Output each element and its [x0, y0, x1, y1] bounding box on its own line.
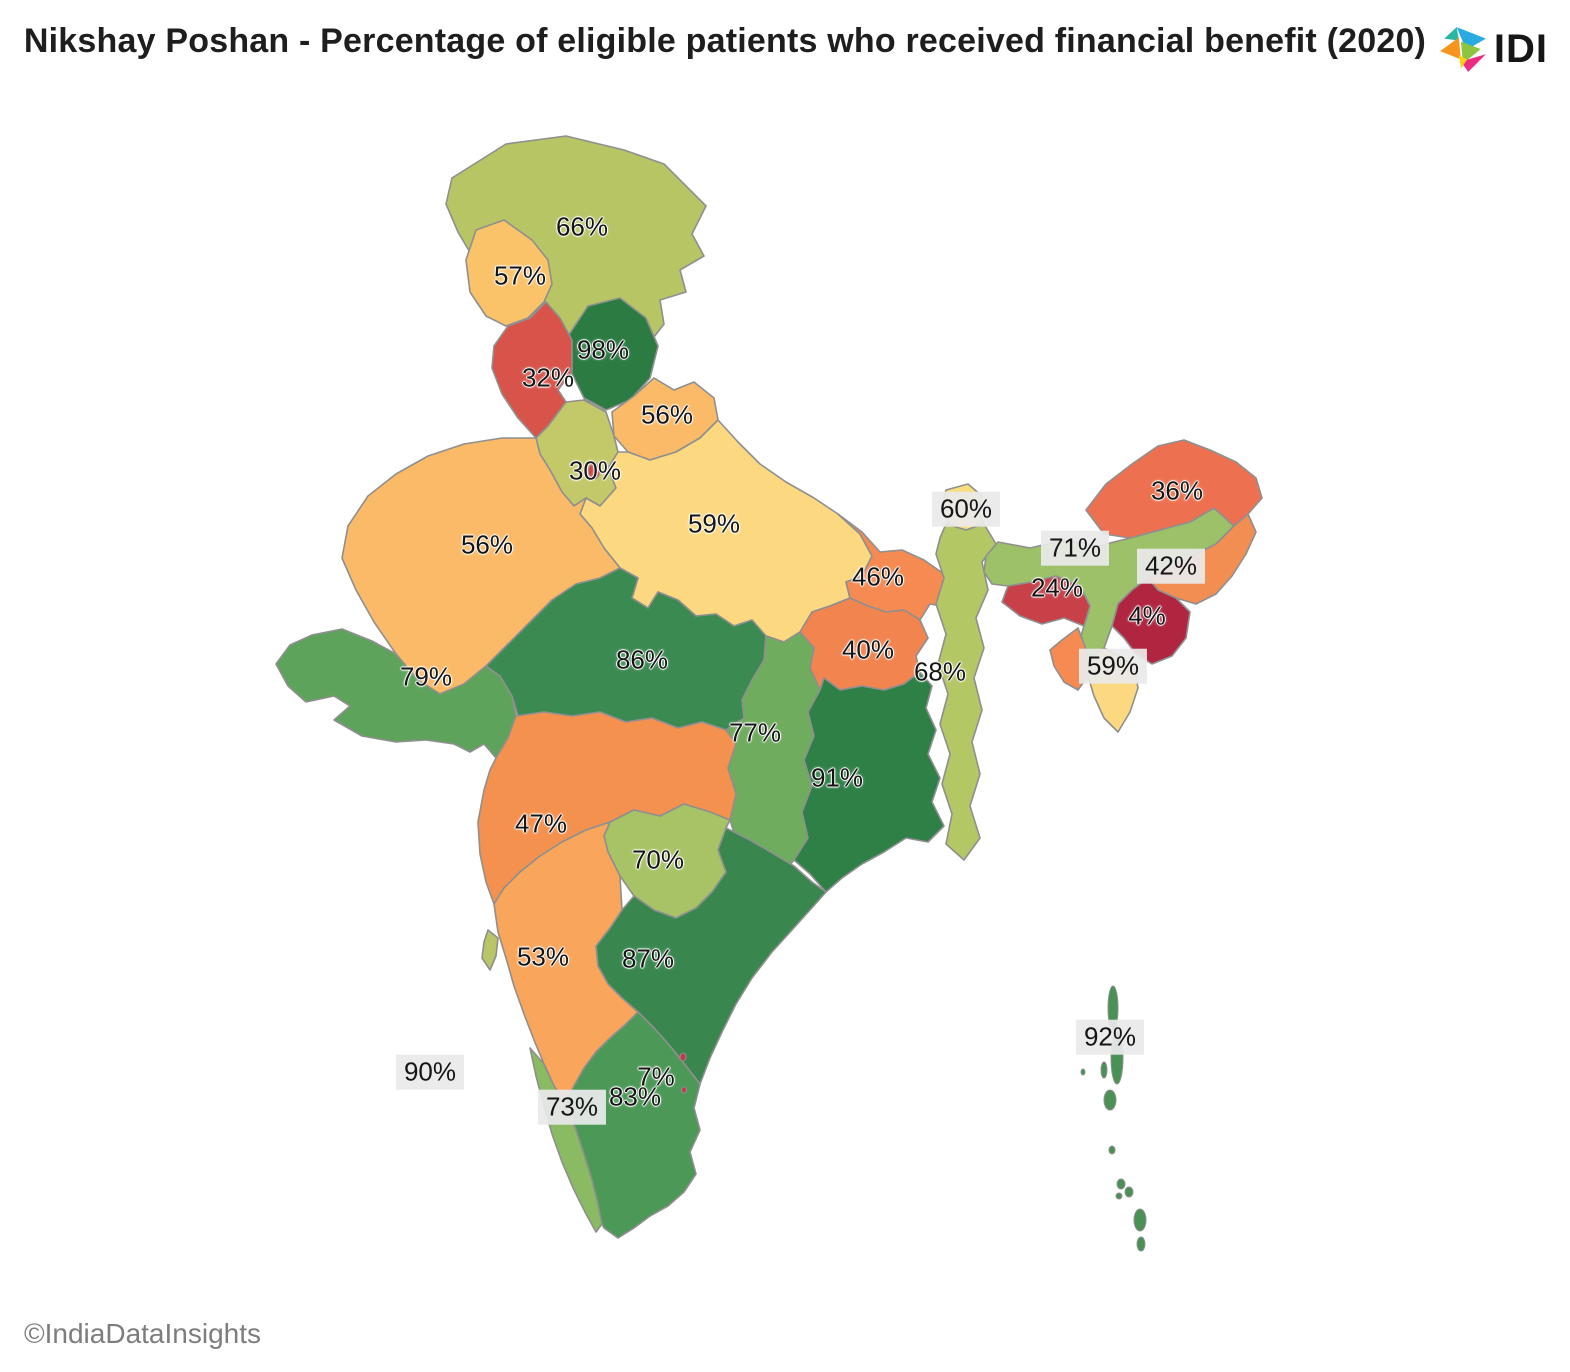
- state-andaman[interactable]: [1124, 1186, 1134, 1198]
- page-title: Nikshay Poshan - Percentage of eligible …: [23, 22, 1427, 60]
- state-andaman[interactable]: [1116, 1178, 1126, 1190]
- state-andaman[interactable]: [1110, 1031, 1124, 1085]
- state-sikkim[interactable]: [941, 483, 985, 531]
- state-meghalaya[interactable]: [1001, 575, 1091, 627]
- state-andaman[interactable]: [1108, 1145, 1116, 1155]
- state-punjab[interactable]: [491, 301, 573, 439]
- state-jk[interactable]: [465, 219, 553, 327]
- state-andaman[interactable]: [1107, 985, 1119, 1031]
- copyright-credit: ©IndiaDataInsights: [24, 1318, 261, 1349]
- state-himachal[interactable]: [567, 297, 659, 411]
- state-andaman[interactable]: [1115, 1192, 1123, 1200]
- idi-pinwheel-icon: [1439, 27, 1486, 72]
- state-tn[interactable]: [565, 1011, 701, 1239]
- state-andaman[interactable]: [1103, 1089, 1117, 1111]
- state-puducherry[interactable]: [681, 1086, 687, 1094]
- state-andaman[interactable]: [1133, 1208, 1147, 1232]
- state-arunachal[interactable]: [1085, 439, 1263, 539]
- state-andaman[interactable]: [1100, 1061, 1108, 1079]
- state-andaman[interactable]: [1080, 1068, 1086, 1076]
- idi-logo-text: IDI: [1493, 26, 1548, 71]
- idi-logo: IDI: [1438, 24, 1548, 74]
- state-goa[interactable]: [481, 929, 499, 971]
- state-delhi[interactable]: [587, 462, 601, 480]
- state-puducherry[interactable]: [679, 1052, 687, 1062]
- state-andaman[interactable]: [1136, 1236, 1146, 1252]
- state-mizoram[interactable]: [1087, 647, 1139, 733]
- state-wb[interactable]: [935, 523, 997, 861]
- state-karnataka[interactable]: [493, 821, 639, 1103]
- state-odisha[interactable]: [793, 671, 945, 893]
